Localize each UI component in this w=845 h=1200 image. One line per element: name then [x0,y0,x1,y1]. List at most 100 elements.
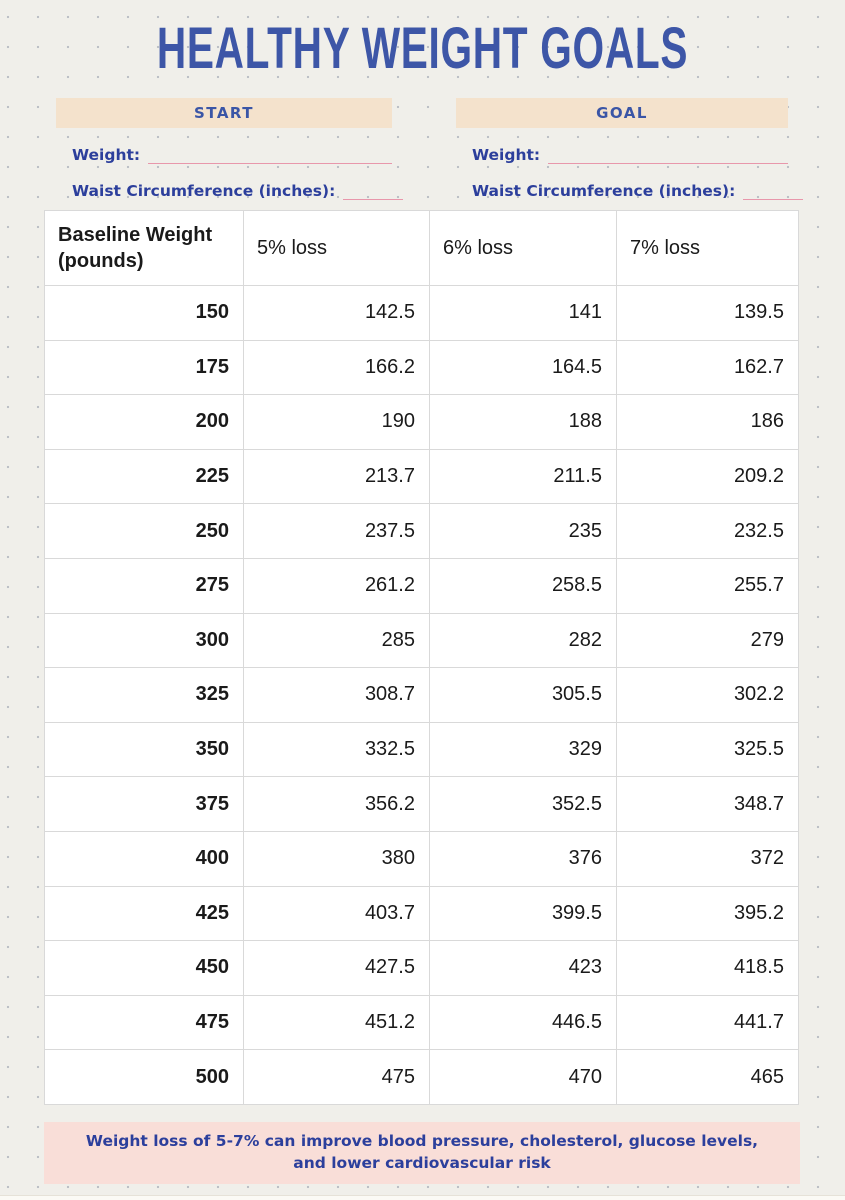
start-weight-label: Weight: [72,146,141,164]
loss-value-cell: 418.5 [616,940,799,996]
baseline-weight-cell: 450 [44,940,244,996]
loss-value-cell: 302.2 [616,667,799,723]
loss-value-cell: 211.5 [429,448,617,505]
table-row: 350 332.5 329 325.5 [44,721,799,778]
loss-value-cell: 162.7 [616,339,799,396]
start-section-header: START [56,98,392,128]
loss-value-cell: 142.5 [243,285,430,341]
footer-note: Weight loss of 5-7% can improve blood pr… [44,1122,800,1184]
start-waist-field-row: Waist Circumference (inches): [72,178,404,200]
table-row: 475 451.2 446.5 441.7 [44,994,799,1051]
goal-weight-label: Weight: [472,146,541,164]
baseline-weight-cell: 225 [44,448,244,505]
table-header-row: Baseline Weight (pounds) 5% loss 6% loss… [44,210,799,286]
loss-value-cell: 470 [429,1049,617,1105]
loss-value-cell: 237.5 [243,503,430,559]
goal-waist-label: Waist Circumference (inches): [472,182,736,200]
baseline-weight-cell: 300 [44,612,244,669]
loss-value-cell: 372 [616,830,799,887]
table-row: 375 356.2 352.5 348.7 [44,776,799,832]
loss-value-cell: 255.7 [616,557,799,614]
start-weight-blank-line [148,145,392,164]
loss-value-cell: 441.7 [616,994,799,1051]
baseline-weight-cell: 150 [44,285,244,341]
start-weight-field-row: Weight: [72,142,392,164]
table-row: 450 427.5 423 418.5 [44,940,799,996]
loss-value-cell: 308.7 [243,667,430,723]
loss-value-cell: 186 [616,394,799,450]
baseline-weight-cell: 375 [44,776,244,832]
loss-value-cell: 403.7 [243,885,430,942]
baseline-weight-cell: 400 [44,830,244,887]
loss-value-cell: 356.2 [243,776,430,832]
baseline-weight-cell: 425 [44,885,244,942]
loss-value-cell: 475 [243,1049,430,1105]
loss-value-cell: 352.5 [429,776,617,832]
baseline-weight-cell: 175 [44,339,244,396]
loss-value-cell: 141 [429,285,617,341]
loss-value-cell: 399.5 [429,885,617,942]
loss-value-cell: 446.5 [429,994,617,1051]
loss-value-cell: 261.2 [243,557,430,614]
goal-section-header: GOAL [456,98,788,128]
baseline-weight-cell: 250 [44,503,244,559]
loss-value-cell: 166.2 [243,339,430,396]
baseline-weight-cell: 500 [44,1049,244,1105]
loss-value-cell: 305.5 [429,667,617,723]
baseline-weight-cell: 325 [44,667,244,723]
goal-weight-field-row: Weight: [472,142,788,164]
baseline-weight-cell: 200 [44,394,244,450]
table-row: 275 261.2 258.5 255.7 [44,557,799,614]
loss-value-cell: 451.2 [243,994,430,1051]
loss-value-cell: 325.5 [616,721,799,778]
loss-value-cell: 376 [429,830,617,887]
table-row: 250 237.5 235 232.5 [44,503,799,559]
loss-value-cell: 395.2 [616,885,799,942]
loss-value-cell: 258.5 [429,557,617,614]
loss-6pct-column-header: 6% loss [429,210,617,286]
baseline-weight-cell: 350 [44,721,244,778]
loss-value-cell: 465 [616,1049,799,1105]
loss-value-cell: 164.5 [429,339,617,396]
baseline-weight-column-header: Baseline Weight (pounds) [44,210,244,286]
loss-value-cell: 329 [429,721,617,778]
loss-value-cell: 282 [429,612,617,669]
table-row: 500 475 470 465 [44,1049,799,1105]
goal-waist-blank-line [743,181,804,200]
loss-value-cell: 188 [429,394,617,450]
goal-waist-field-row: Waist Circumference (inches): [472,178,804,200]
table-row: 225 213.7 211.5 209.2 [44,448,799,505]
loss-value-cell: 285 [243,612,430,669]
loss-value-cell: 232.5 [616,503,799,559]
goal-section: GOAL Weight: Waist Circumference (inches… [456,98,804,200]
goal-weight-blank-line [548,145,788,164]
table-row: 150 142.5 141 139.5 [44,285,799,341]
loss-value-cell: 380 [243,830,430,887]
loss-7pct-column-header: 7% loss [616,210,799,286]
loss-value-cell: 279 [616,612,799,669]
page-title: HEALTHY WEIGHT GOALS [156,16,689,81]
start-waist-label: Waist Circumference (inches): [72,182,336,200]
start-section: START Weight: Waist Circumference (inche… [56,98,404,200]
table-row: 325 308.7 305.5 302.2 [44,667,799,723]
loss-value-cell: 139.5 [616,285,799,341]
baseline-weight-cell: 275 [44,557,244,614]
page-bottom-edge [0,1195,845,1200]
table-row: 200 190 188 186 [44,394,799,450]
baseline-weight-cell: 475 [44,994,244,1051]
table-row: 300 285 282 279 [44,612,799,669]
start-waist-blank-line [343,181,404,200]
weight-table-body: 150 142.5 141 139.5 175 166.2 164.5 162.7 200 190… [44,285,799,1105]
loss-value-cell: 209.2 [616,448,799,505]
loss-value-cell: 213.7 [243,448,430,505]
loss-5pct-column-header: 5% loss [243,210,430,286]
loss-value-cell: 235 [429,503,617,559]
loss-value-cell: 427.5 [243,940,430,996]
table-row: 425 403.7 399.5 395.2 [44,885,799,942]
loss-value-cell: 348.7 [616,776,799,832]
table-row: 400 380 376 372 [44,830,799,887]
table-row: 175 166.2 164.5 162.7 [44,339,799,396]
weight-loss-table: Baseline Weight (pounds) 5% loss 6% loss… [44,210,799,1105]
loss-value-cell: 423 [429,940,617,996]
loss-value-cell: 332.5 [243,721,430,778]
